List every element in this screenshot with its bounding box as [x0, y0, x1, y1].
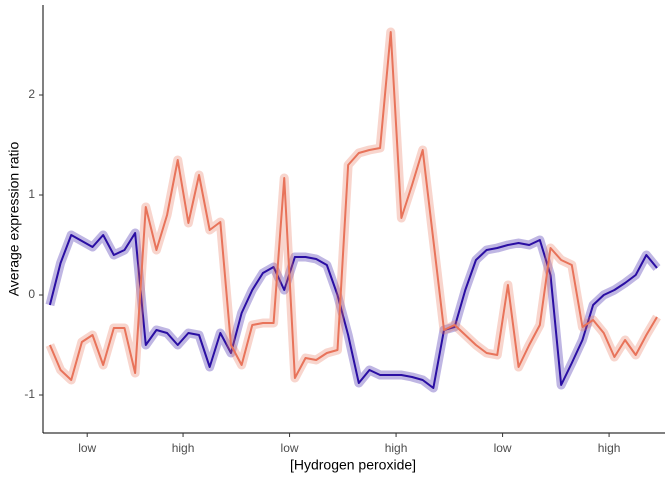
y-tick-label: 2	[28, 87, 35, 101]
x-tick-label: high	[598, 441, 621, 455]
y-tick-label: -1	[24, 387, 35, 401]
x-axis-title: [Hydrogen peroxide]	[290, 457, 416, 473]
ribbon	[45, 27, 661, 385]
y-tick-label: 1	[28, 187, 35, 201]
x-tick-label: low	[281, 441, 299, 455]
y-axis-title: Average expression ratio	[6, 141, 22, 296]
y-tick-label: 0	[28, 287, 35, 301]
line	[49, 31, 658, 381]
x-tick-label: low	[78, 441, 96, 455]
x-tick-label: high	[385, 441, 408, 455]
line	[48, 232, 658, 389]
x-tick-label: low	[494, 441, 512, 455]
x-tick-label: high	[172, 441, 195, 455]
